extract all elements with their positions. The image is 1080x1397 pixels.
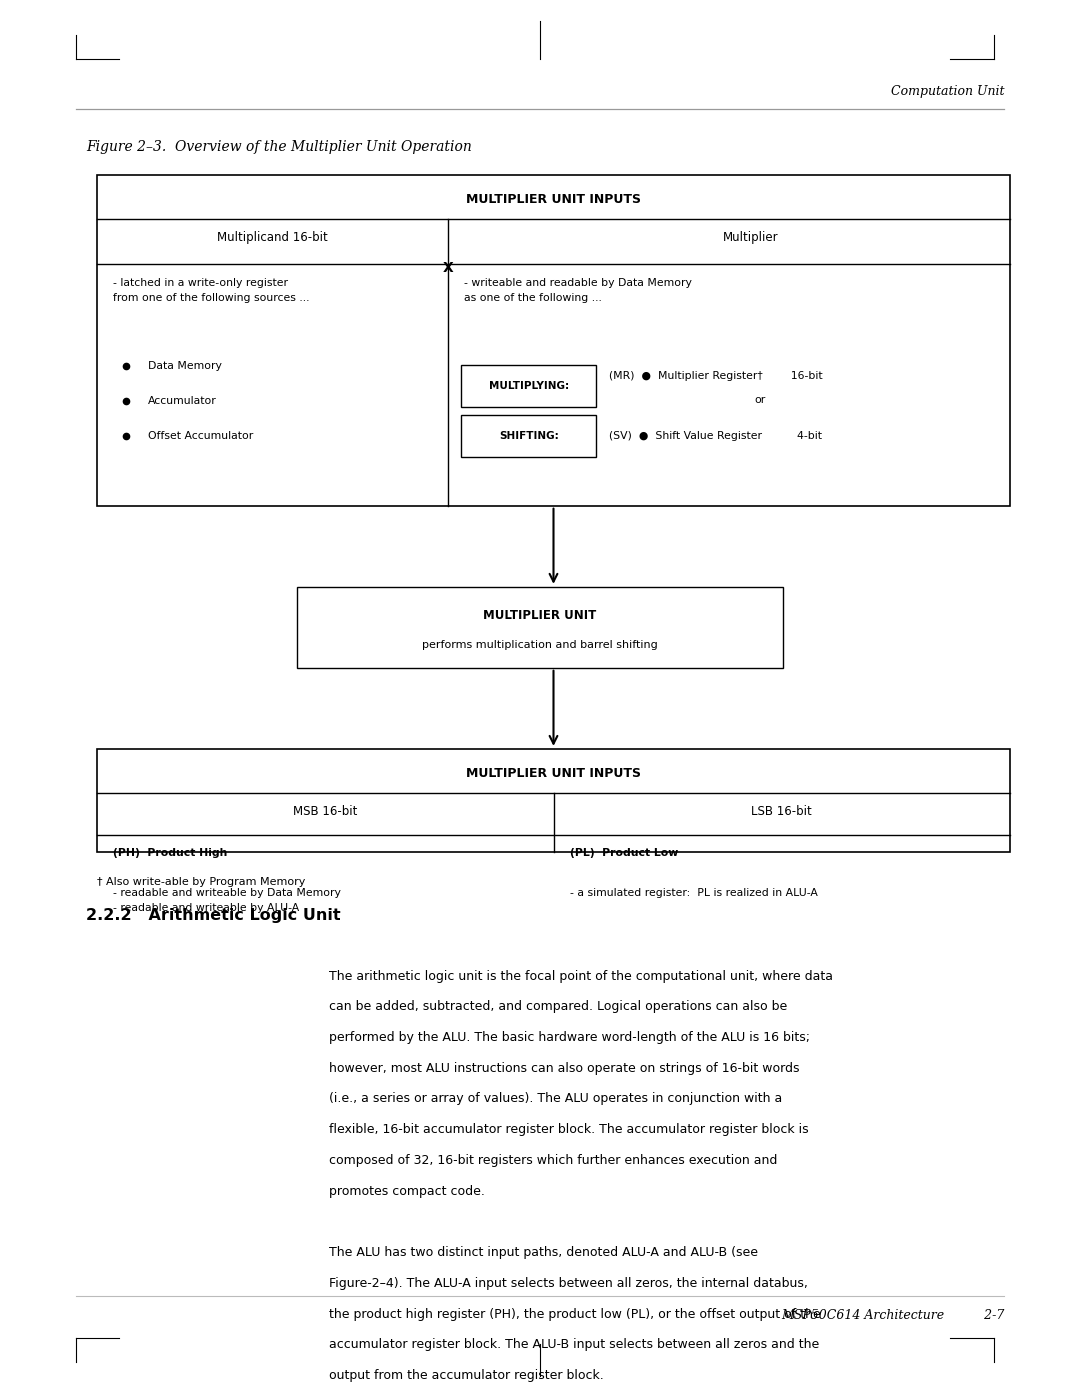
Text: (i.e., a series or array of values). The ALU operates in conjunction with a: (i.e., a series or array of values). The… xyxy=(329,1092,783,1105)
Text: MULTIPLIER UNIT INPUTS: MULTIPLIER UNIT INPUTS xyxy=(465,767,642,780)
Text: Multiplicand 16-bit: Multiplicand 16-bit xyxy=(217,231,328,243)
Text: (SV)  ●  Shift Value Register          4-bit: (SV) ● Shift Value Register 4-bit xyxy=(609,430,822,441)
Text: - writeable and readable by Data Memory
as one of the following ...: - writeable and readable by Data Memory … xyxy=(464,278,692,303)
Text: Offset Accumulator: Offset Accumulator xyxy=(148,430,253,441)
Text: composed of 32, 16-bit registers which further enhances execution and: composed of 32, 16-bit registers which f… xyxy=(329,1154,778,1166)
Text: The arithmetic logic unit is the focal point of the computational unit, where da: The arithmetic logic unit is the focal p… xyxy=(329,970,834,982)
Text: Figure-2–4). The ALU-A input selects between all zeros, the internal databus,: Figure-2–4). The ALU-A input selects bet… xyxy=(329,1277,808,1289)
Text: - readable and writeable by Data Memory
- readable and writeable by ALU-A: - readable and writeable by Data Memory … xyxy=(113,888,341,914)
FancyBboxPatch shape xyxy=(297,587,783,668)
Text: MULTIPLIER UNIT INPUTS: MULTIPLIER UNIT INPUTS xyxy=(465,193,642,205)
Text: - a simulated register:  PL is realized in ALU-A: - a simulated register: PL is realized i… xyxy=(570,888,818,898)
Text: performed by the ALU. The basic hardware word-length of the ALU is 16 bits;: performed by the ALU. The basic hardware… xyxy=(329,1031,810,1044)
Text: Computation Unit: Computation Unit xyxy=(891,85,1004,98)
Text: output from the accumulator register block.: output from the accumulator register blo… xyxy=(329,1369,604,1382)
Text: Data Memory: Data Memory xyxy=(148,360,221,372)
Text: flexible, 16-bit accumulator register block. The accumulator register block is: flexible, 16-bit accumulator register bl… xyxy=(329,1123,809,1136)
Text: X: X xyxy=(443,261,454,275)
Text: however, most ALU instructions can also operate on strings of 16-bit words: however, most ALU instructions can also … xyxy=(329,1062,800,1074)
Text: MSB 16-bit: MSB 16-bit xyxy=(293,805,357,817)
Text: (PH)  Product High: (PH) Product High xyxy=(113,848,228,858)
FancyBboxPatch shape xyxy=(97,749,1010,852)
Text: performs multiplication and barrel shifting: performs multiplication and barrel shift… xyxy=(422,640,658,650)
Text: SHIFTING:: SHIFTING: xyxy=(499,430,558,441)
Text: 2.2.2   Arithmetic Logic Unit: 2.2.2 Arithmetic Logic Unit xyxy=(86,908,341,923)
Text: the product high register (PH), the product low (PL), or the offset output of th: the product high register (PH), the prod… xyxy=(329,1308,821,1320)
FancyBboxPatch shape xyxy=(97,175,1010,506)
Text: MULTIPLYING:: MULTIPLYING: xyxy=(488,380,569,391)
Text: - latched in a write-only register
from one of the following sources ...: - latched in a write-only register from … xyxy=(113,278,310,303)
Text: LSB 16-bit: LSB 16-bit xyxy=(752,805,812,817)
Text: Multiplier: Multiplier xyxy=(723,231,779,243)
Text: The ALU has two distinct input paths, denoted ALU-A and ALU-B (see: The ALU has two distinct input paths, de… xyxy=(329,1246,758,1259)
Text: or: or xyxy=(755,394,766,405)
FancyBboxPatch shape xyxy=(461,415,596,457)
Text: † Also write-able by Program Memory: † Also write-able by Program Memory xyxy=(97,877,306,887)
Text: accumulator register block. The ALU-B input selects between all zeros and the: accumulator register block. The ALU-B in… xyxy=(329,1338,820,1351)
Text: MULTIPLIER UNIT: MULTIPLIER UNIT xyxy=(484,609,596,622)
Text: Figure 2–3.  Overview of the Multiplier Unit Operation: Figure 2–3. Overview of the Multiplier U… xyxy=(86,140,472,154)
Text: (PL)  Product Low: (PL) Product Low xyxy=(570,848,678,858)
Text: MSP50C614 Architecture          2-7: MSP50C614 Architecture 2-7 xyxy=(781,1309,1004,1322)
Text: promotes compact code.: promotes compact code. xyxy=(329,1185,485,1197)
Text: can be added, subtracted, and compared. Logical operations can also be: can be added, subtracted, and compared. … xyxy=(329,1000,787,1013)
Text: (MR)  ●  Multiplier Register†        16-bit: (MR) ● Multiplier Register† 16-bit xyxy=(609,370,823,381)
Text: Accumulator: Accumulator xyxy=(148,395,217,407)
FancyBboxPatch shape xyxy=(461,365,596,407)
